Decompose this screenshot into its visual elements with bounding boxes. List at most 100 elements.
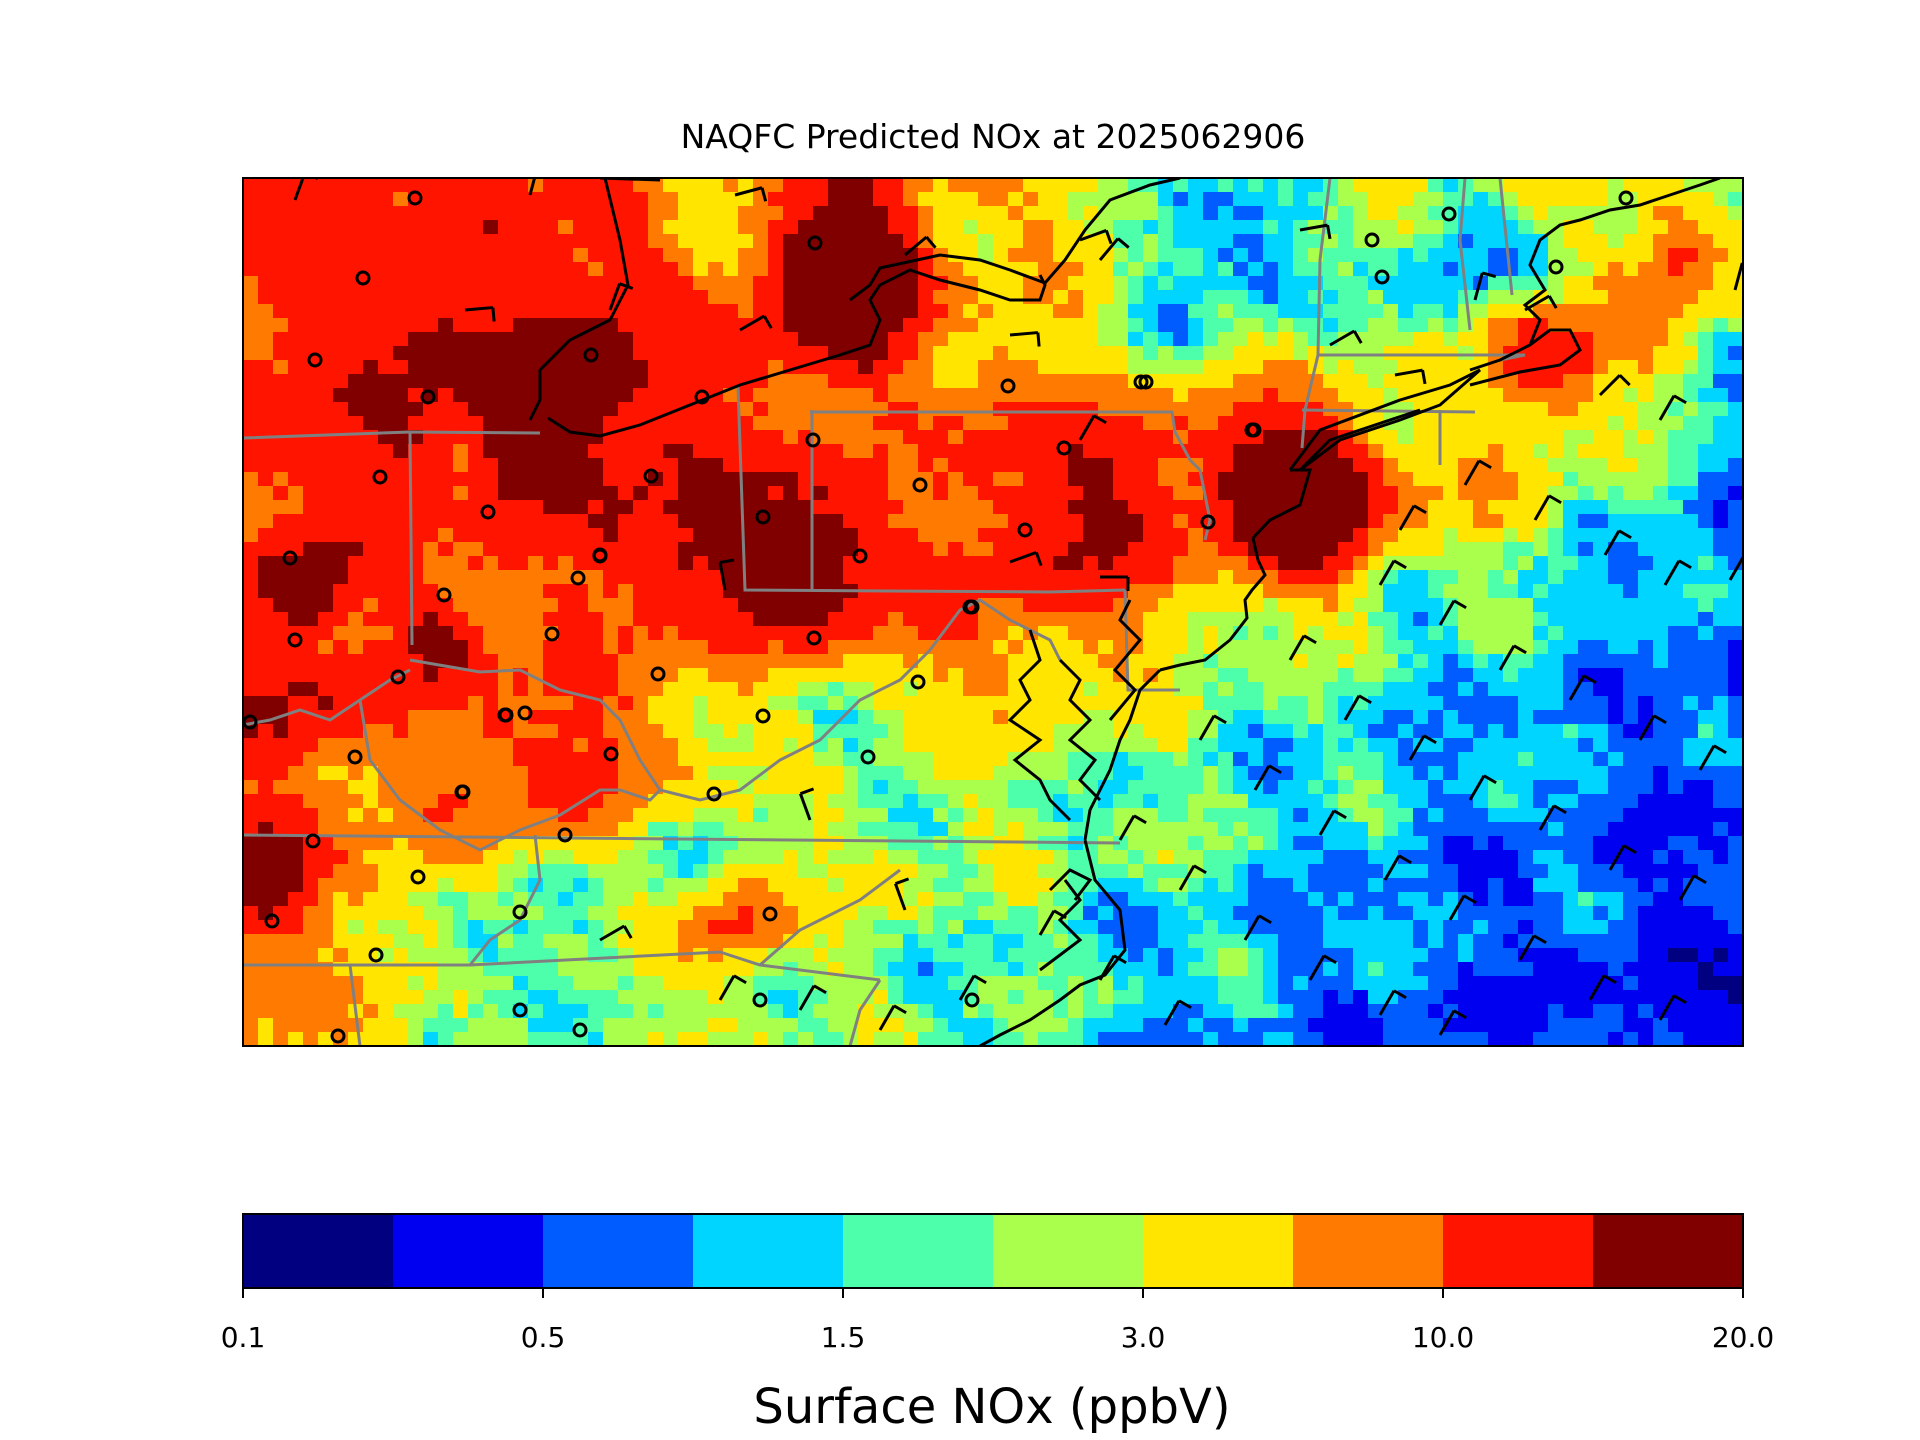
wind-barb: [1588, 974, 1617, 1001]
field-cell: [1428, 1004, 1444, 1019]
field-cell: [918, 906, 934, 921]
field-cell: [1518, 920, 1534, 935]
field-cell: [1188, 640, 1204, 655]
field-cell: [1563, 514, 1579, 529]
field-cell: [1338, 990, 1354, 1005]
field-cell: [1503, 892, 1534, 907]
field-cell: [498, 864, 529, 879]
field-cell: [243, 976, 364, 991]
field-cell: [933, 766, 994, 781]
field-cell: [768, 374, 829, 389]
field-cell: [873, 738, 904, 753]
field-cell: [873, 990, 889, 1005]
field-cell: [798, 1004, 814, 1019]
field-cell: [1278, 192, 1294, 207]
field-cell: [1158, 472, 1189, 487]
wind-barb-staff: [1438, 1010, 1456, 1036]
wind-barb: [1568, 674, 1597, 701]
field-cell: [1548, 514, 1564, 529]
field-cell: [1143, 514, 1174, 529]
field-cell: [408, 724, 484, 739]
field-cell: [543, 934, 589, 949]
field-cell: [1173, 1004, 1204, 1019]
field-cell: [1518, 374, 1564, 389]
field-cell: [1398, 206, 1429, 221]
field-cell: [468, 486, 499, 501]
field-cell: [1383, 808, 1414, 823]
wind-barb-flag: [1117, 237, 1130, 249]
field-cell: [1068, 990, 1084, 1005]
field-cell: [303, 752, 514, 767]
field-cell: [1593, 276, 1714, 291]
wind-barb-staff: [1378, 990, 1396, 1016]
field-cell: [1518, 794, 1534, 809]
field-cell: [288, 766, 319, 781]
field-cell: [783, 1004, 799, 1019]
field-cell: [1608, 920, 1639, 935]
field-cell: [1308, 696, 1324, 711]
monitor-site-marker: [1548, 259, 1564, 275]
field-cell: [1203, 360, 1264, 375]
field-cell: [1068, 444, 1084, 459]
field-cell: [1413, 416, 1609, 431]
field-cell: [1623, 682, 1729, 697]
field-cell: [1113, 262, 1129, 277]
field-cell: [1518, 556, 1534, 571]
field-cell: [243, 598, 274, 613]
field-cell: [918, 402, 994, 417]
field-cell: [738, 724, 754, 739]
field-cell: [1128, 850, 1144, 865]
field-cell: [648, 892, 679, 907]
field-cell: [663, 724, 694, 739]
field-cell: [1293, 346, 1309, 361]
field-cell: [648, 710, 694, 725]
field-cell: [1068, 276, 1114, 291]
field-cell: [873, 388, 889, 403]
field-cell: [888, 780, 919, 795]
field-cell: [1218, 724, 1249, 739]
field-cell: [1023, 234, 1054, 249]
field-cell: [1113, 906, 1159, 921]
wind-barb-flag: [1673, 394, 1687, 405]
field-cell: [1683, 332, 1699, 347]
field-cell: [1413, 402, 1549, 417]
field-cell: [468, 696, 484, 711]
field-cell: [1623, 262, 1639, 277]
field-cell: [1638, 402, 1669, 417]
field-cell: [1398, 990, 1444, 1005]
field-cell: [888, 962, 919, 977]
field-cell: [1608, 360, 1639, 375]
field-cell: [243, 612, 289, 627]
field-cell: [843, 766, 859, 781]
field-cell: [1428, 500, 1474, 515]
field-cell: [1488, 920, 1519, 935]
field-cell: [993, 234, 1024, 249]
field-cell: [1278, 934, 1324, 949]
field-cell: [888, 346, 919, 361]
field-cell: [1728, 948, 1743, 963]
state-border: [243, 833, 1121, 845]
field-cell: [843, 920, 874, 935]
field-cell: [1728, 822, 1743, 837]
field-cell: [903, 500, 994, 515]
field-cell: [1248, 794, 1324, 809]
field-cell: [963, 808, 979, 823]
field-cell: [873, 780, 889, 795]
field-cell: [1128, 290, 1144, 305]
wind-barb-flag: [733, 974, 747, 985]
field-cell: [1098, 1032, 1204, 1046]
field-cell: [1593, 906, 1609, 921]
field-cell: [1098, 794, 1114, 809]
field-cell: [1338, 192, 1369, 207]
field-cell: [978, 976, 1039, 991]
monitor-site-marker: [964, 992, 980, 1008]
field-cell: [1368, 542, 1384, 557]
field-cell: [1248, 836, 1264, 851]
field-cell: [888, 514, 1009, 529]
field-cell: [723, 892, 784, 907]
monitor-site-marker: [583, 347, 599, 363]
field-cell: [1383, 402, 1414, 417]
field-cell: [963, 262, 1039, 277]
field-cell: [903, 318, 934, 333]
field-cell: [1668, 332, 1684, 347]
